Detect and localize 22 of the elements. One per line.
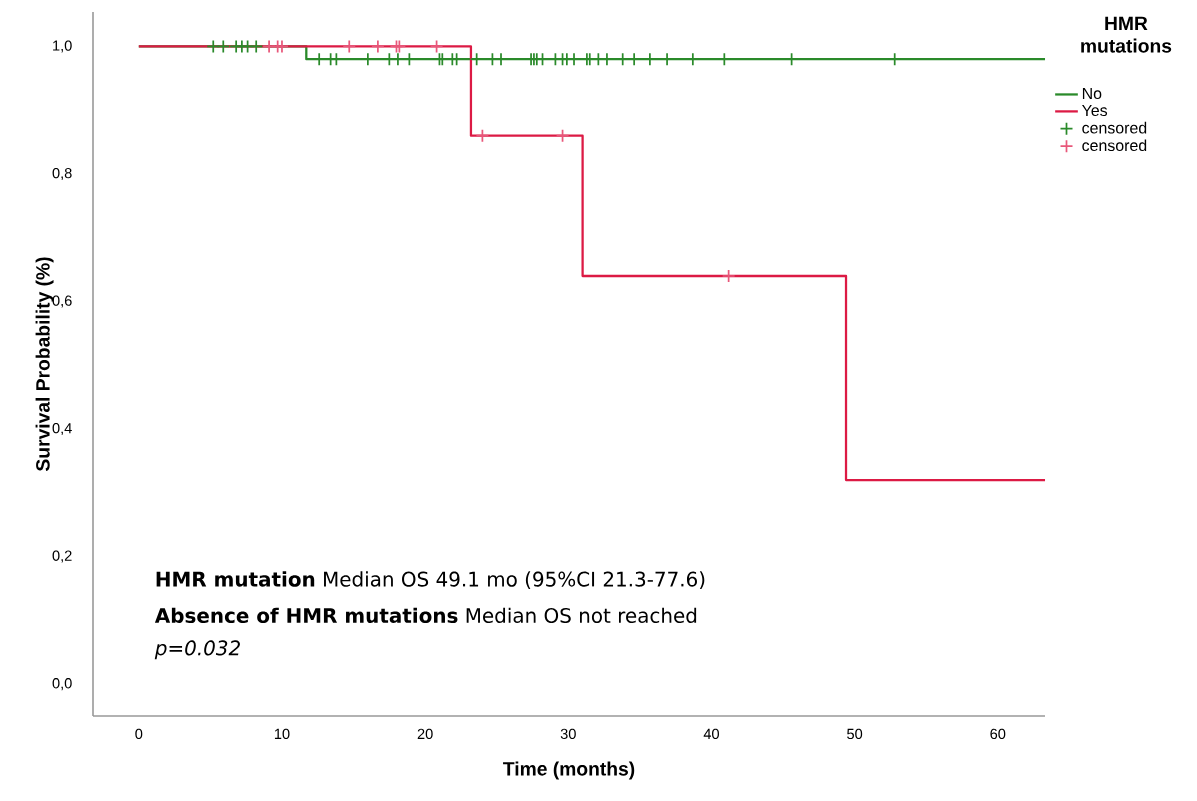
x-tick-label: 20 <box>417 728 433 740</box>
legend-label: censored <box>1082 139 1147 152</box>
x-axis-title: Time (months) <box>503 761 635 780</box>
annotation: Absence of HMR mutations Median OS not reached <box>154 607 697 624</box>
y-tick-label: 0,2 <box>52 550 72 563</box>
y-tick-label: 0,4 <box>52 423 72 436</box>
x-tick-label: 30 <box>560 728 576 740</box>
x-tick-label: 0 <box>135 728 143 740</box>
y-tick-label: 0,0 <box>52 678 72 691</box>
x-tick-label: 50 <box>847 728 863 740</box>
annotation: HMR mutation Median OS 49.1 mo (95%CI 21.3-77.6) <box>156 571 705 590</box>
y-tick-label: 0,6 <box>52 295 72 308</box>
legend-label: censored <box>1082 121 1147 134</box>
x-tick-label: 40 <box>703 728 719 740</box>
legend-title: HMR mutations <box>1081 16 1172 53</box>
x-tick-label: 60 <box>990 728 1006 740</box>
annotation: p=0.032 <box>154 640 240 660</box>
y-tick-label: 1,0 <box>53 40 72 53</box>
x-tick-label: 10 <box>274 728 290 740</box>
legend-label: Yes <box>1081 104 1108 117</box>
legend-label: No <box>1082 87 1102 100</box>
y-tick-label: 0,8 <box>52 167 72 181</box>
